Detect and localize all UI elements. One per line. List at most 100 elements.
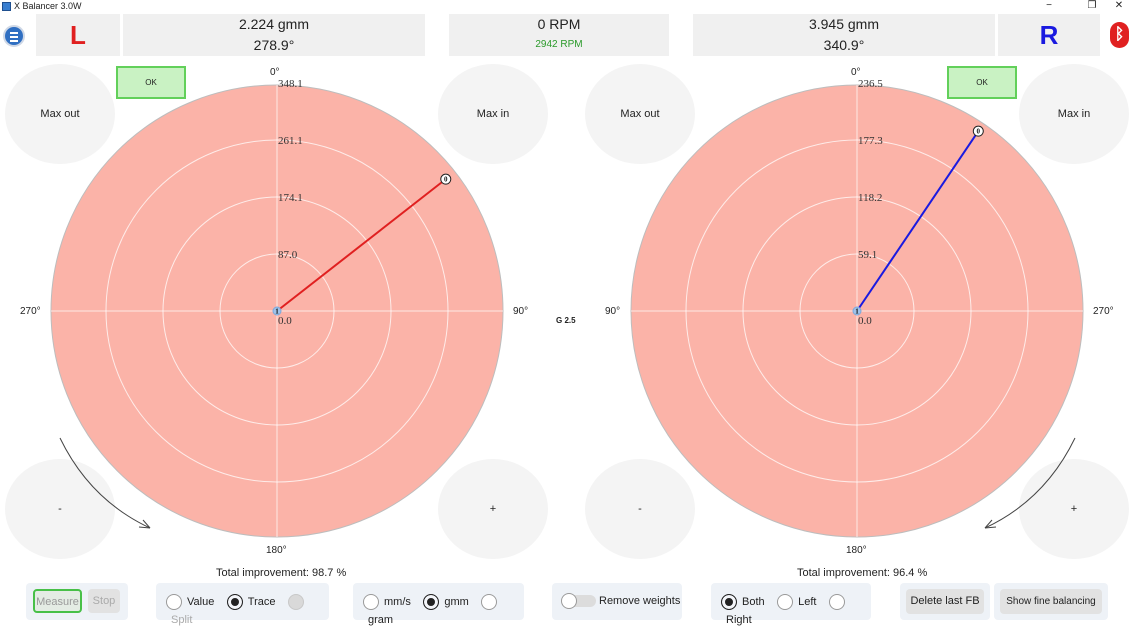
left-vector-line bbox=[276, 178, 447, 312]
right-vector-line bbox=[856, 130, 980, 312]
left-radio[interactable] bbox=[777, 593, 794, 610]
measure-button[interactable]: Measure bbox=[33, 589, 82, 613]
mms-label: mm/s bbox=[384, 595, 411, 608]
right-deg-right: 270° bbox=[1093, 306, 1114, 317]
split-radio[interactable] bbox=[287, 593, 304, 610]
left-plus-button[interactable]: + bbox=[438, 459, 548, 559]
plane-select-group: Both Left Right bbox=[711, 583, 871, 626]
left-total-improvement: Total improvement: 98.7 % bbox=[216, 567, 347, 579]
left-point-label: 0 bbox=[444, 176, 448, 184]
left-ring-label: 261.1 bbox=[278, 135, 303, 147]
right-max-in-button[interactable]: Max in bbox=[1019, 64, 1129, 164]
rpm-value: 0 RPM bbox=[449, 14, 669, 35]
measure-group: Measure Stop bbox=[26, 583, 128, 620]
left-ring-label: 348.1 bbox=[278, 78, 303, 90]
right-weight-value: 3.945 gmm bbox=[693, 14, 995, 35]
trace-label: Trace bbox=[247, 595, 276, 608]
right-ring-label: 177.3 bbox=[858, 135, 883, 147]
left-angle-value: 278.9° bbox=[123, 35, 425, 56]
left-ring-4 bbox=[48, 82, 506, 540]
minimize-button[interactable]: − bbox=[1046, 0, 1052, 11]
right-point-marker[interactable] bbox=[972, 125, 984, 137]
stop-button[interactable]: Stop bbox=[88, 589, 120, 613]
right-ring-label: 118.2 bbox=[858, 192, 882, 204]
right-ring-label: 59.1 bbox=[858, 249, 877, 261]
left-point-label: 1 bbox=[275, 308, 279, 316]
left-deg-left: 270° bbox=[20, 306, 41, 317]
both-radio[interactable] bbox=[721, 593, 737, 610]
value-radio[interactable] bbox=[166, 593, 182, 610]
left-plane-box: L bbox=[36, 14, 120, 56]
rpm-sub-value: 2942 RPM bbox=[449, 35, 669, 56]
right-deg-top: 0° bbox=[851, 67, 861, 78]
left-ok-button[interactable]: OK bbox=[116, 66, 186, 99]
mms-radio[interactable] bbox=[363, 593, 379, 610]
right-ring-4 bbox=[628, 82, 1086, 540]
gmm-label: gmm bbox=[444, 595, 469, 608]
left-point-marker[interactable] bbox=[272, 306, 282, 316]
right-vectors: 01 bbox=[852, 125, 984, 316]
left-ring-label: 87.0 bbox=[278, 249, 298, 261]
toggle-knob bbox=[561, 593, 577, 609]
bluetooth-icon[interactable]: ᛒ bbox=[1110, 22, 1129, 48]
left-vectors: 01 bbox=[272, 173, 452, 316]
left-minus-button[interactable]: - bbox=[5, 459, 115, 559]
app-icon bbox=[2, 2, 11, 11]
right-radio[interactable] bbox=[828, 593, 845, 610]
delete-last-fb-button[interactable]: Delete last FB bbox=[906, 589, 984, 614]
right-rotation-arrow-icon bbox=[984, 437, 1076, 529]
value-label: Value bbox=[187, 595, 215, 608]
right-plane-box: R bbox=[998, 14, 1100, 56]
left-ring-label: 174.1 bbox=[278, 192, 303, 204]
right-deg-bottom: 180° bbox=[846, 545, 867, 556]
left-rotation-arrow-icon bbox=[59, 437, 151, 529]
show-fine-balancing-button[interactable]: Show fine balancing bbox=[1000, 589, 1102, 614]
balance-grade-label: G 2.5 bbox=[556, 316, 576, 325]
right-plus-button[interactable]: + bbox=[1019, 459, 1129, 559]
right-angle-value: 340.9° bbox=[693, 35, 995, 56]
right-point-label: 1 bbox=[855, 308, 859, 316]
gram-radio[interactable] bbox=[481, 593, 498, 610]
left-label: Left bbox=[798, 595, 817, 608]
right-total-improvement: Total improvement: 96.4 % bbox=[797, 567, 928, 579]
window-title: X Balancer 3.0W bbox=[14, 1, 82, 11]
delete-fb-group: Delete last FB bbox=[900, 583, 990, 620]
right-ring-labels: 0.0 59.1 118.2 177.3 236.5 bbox=[858, 78, 883, 327]
right-point-label: 0 bbox=[977, 128, 981, 136]
left-rotation-arrowhead-icon bbox=[138, 519, 151, 529]
left-ring-label: 0.0 bbox=[278, 315, 292, 327]
remove-weights-group: Remove weights bbox=[552, 583, 682, 620]
left-deg-right: 90° bbox=[513, 306, 529, 317]
maximize-button[interactable]: ❐ bbox=[1087, 0, 1097, 11]
gmm-radio[interactable] bbox=[423, 593, 440, 610]
right-ring-label: 236.5 bbox=[858, 78, 883, 90]
close-button[interactable]: ✕ bbox=[1114, 0, 1124, 11]
right-minus-button[interactable]: - bbox=[585, 459, 695, 559]
remove-weights-label: Remove weights bbox=[599, 595, 681, 607]
right-rotation-arrowhead-icon bbox=[984, 519, 997, 529]
left-deg-top: 0° bbox=[270, 67, 280, 78]
left-deg-bottom: 180° bbox=[266, 545, 287, 556]
left-weight-value: 2.224 gmm bbox=[123, 14, 425, 35]
left-ring-labels: 0.0 87.0 174.1 261.1 348.1 bbox=[278, 78, 303, 327]
right-ring-label: 0.0 bbox=[858, 315, 872, 327]
left-max-out-button[interactable]: Max out bbox=[5, 64, 115, 164]
hamburger-menu-icon[interactable] bbox=[3, 25, 25, 47]
left-plane-letter: L bbox=[70, 20, 86, 50]
unit-group: mm/s gmm gram bbox=[353, 583, 524, 626]
trace-radio[interactable] bbox=[226, 593, 243, 610]
fine-balancing-group: Show fine balancing bbox=[994, 583, 1108, 620]
display-mode-group: Value Trace Split bbox=[156, 583, 329, 626]
both-label: Both bbox=[742, 595, 765, 608]
left-point-marker[interactable] bbox=[440, 173, 452, 185]
right-ok-button[interactable]: OK bbox=[947, 66, 1017, 99]
left-max-in-button[interactable]: Max in bbox=[438, 64, 548, 164]
title-bar: X Balancer 3.0W − ❐ ✕ bbox=[0, 0, 1134, 13]
remove-weights-toggle[interactable] bbox=[561, 593, 596, 609]
right-plane-letter: R bbox=[1039, 20, 1059, 50]
right-point-marker[interactable] bbox=[852, 306, 862, 316]
right-max-out-button[interactable]: Max out bbox=[585, 64, 695, 164]
